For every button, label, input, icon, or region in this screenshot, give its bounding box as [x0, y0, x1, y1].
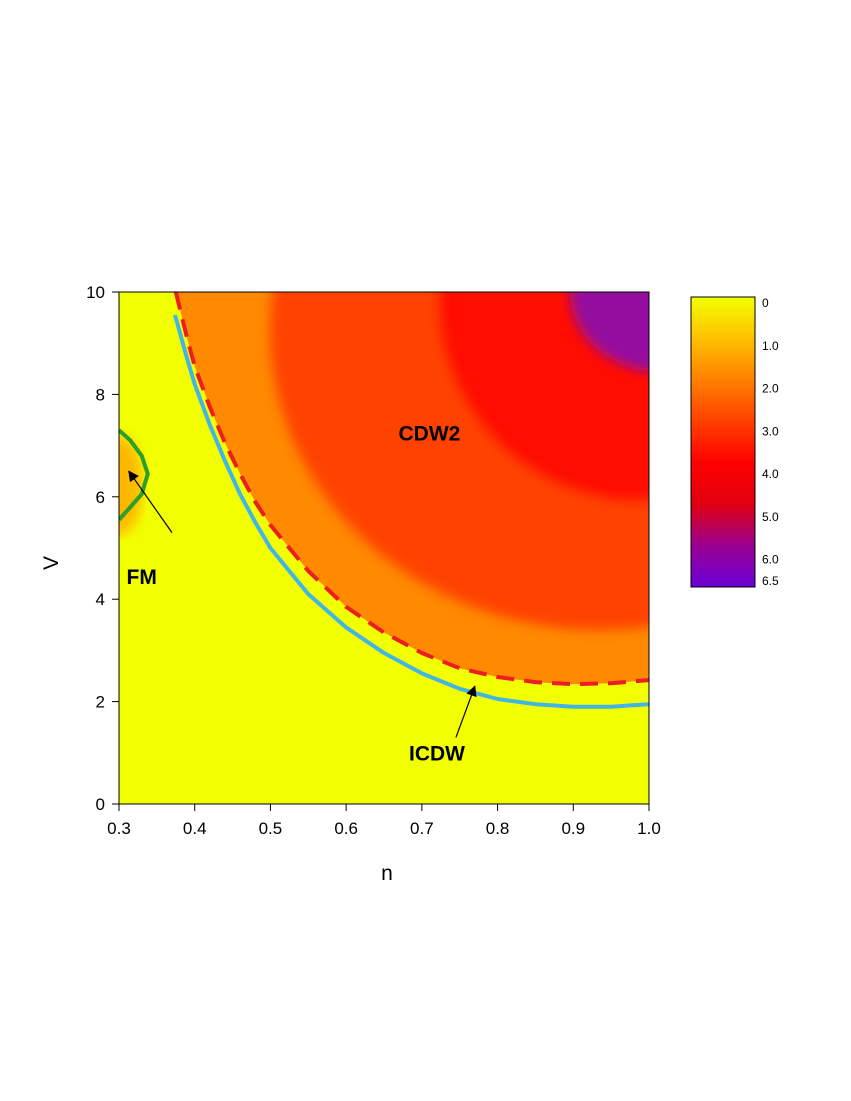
colorbar-gradient — [690, 296, 756, 588]
y-tick-label: 4 — [96, 590, 105, 609]
colorbar-tick-label: 6.5 — [762, 574, 779, 588]
x-tick-label: 1.0 — [637, 819, 661, 838]
x-axis: 0.3 0.4 0.5 0.6 0.7 0.8 0.9 1.0 n — [107, 803, 661, 885]
x-tick-label: 0.3 — [107, 819, 131, 838]
y-ticks: 0 2 4 6 8 10 — [86, 283, 119, 814]
annotation-arrow-2 — [455, 685, 477, 738]
x-tick-label: 0.6 — [334, 819, 358, 838]
colorbar-tick-label: 0 — [762, 296, 769, 310]
x-ticks: 0.3 0.4 0.5 0.6 0.7 0.8 0.9 1.0 — [107, 804, 661, 838]
y-tick-label: 6 — [96, 488, 105, 507]
region-label-icdw: ICDW — [409, 742, 465, 765]
boundary-curve-1 — [173, 314, 649, 709]
plot-area — [118, 291, 650, 805]
y-tick-label: 2 — [96, 693, 105, 712]
colorbar-tick-label: 4.0 — [762, 467, 779, 481]
x-tick-label: 0.9 — [561, 819, 585, 838]
cdw-max-fill — [570, 292, 649, 372]
region-label-cdw2: CDW2 — [399, 422, 461, 445]
colorbar-tick-label: 6.0 — [762, 553, 779, 567]
x-tick-label: 0.7 — [410, 819, 434, 838]
colorbar-tick-label: 5.0 — [762, 510, 779, 524]
heatmap — [119, 292, 649, 685]
region-label-fm: FM — [127, 566, 157, 589]
fm-region-fill — [119, 435, 143, 535]
colorbar-tick-label: 2.0 — [762, 382, 779, 396]
y-tick-label: 8 — [96, 385, 105, 404]
x-tick-label: 0.5 — [259, 819, 283, 838]
phase-boundaries — [119, 292, 649, 709]
boundary-curve-2 — [173, 292, 649, 687]
x-tick-label: 0.4 — [183, 819, 207, 838]
annotation-arrows — [128, 470, 477, 738]
colorbar: 0 1.0 2.0 3.0 4.0 5.0 6.0 6.5 — [690, 296, 779, 588]
y-tick-label: 10 — [86, 283, 105, 302]
x-axis-label: n — [381, 862, 393, 885]
annotation-arrow-1 — [128, 470, 173, 533]
colorbar-tick-label: 3.0 — [762, 424, 779, 438]
y-tick-label: 0 — [96, 795, 105, 814]
y-axis: 0 2 4 6 8 10 V — [40, 283, 120, 814]
y-axis-label: V — [40, 556, 63, 570]
colorbar-tick-label: 1.0 — [762, 339, 779, 353]
boundary-curve-3 — [119, 428, 150, 522]
region-labels: CDW2 FM ICDW — [127, 422, 466, 765]
colorbar-ticks: 0 1.0 2.0 3.0 4.0 5.0 6.0 6.5 — [762, 296, 779, 588]
x-tick-label: 0.8 — [486, 819, 510, 838]
